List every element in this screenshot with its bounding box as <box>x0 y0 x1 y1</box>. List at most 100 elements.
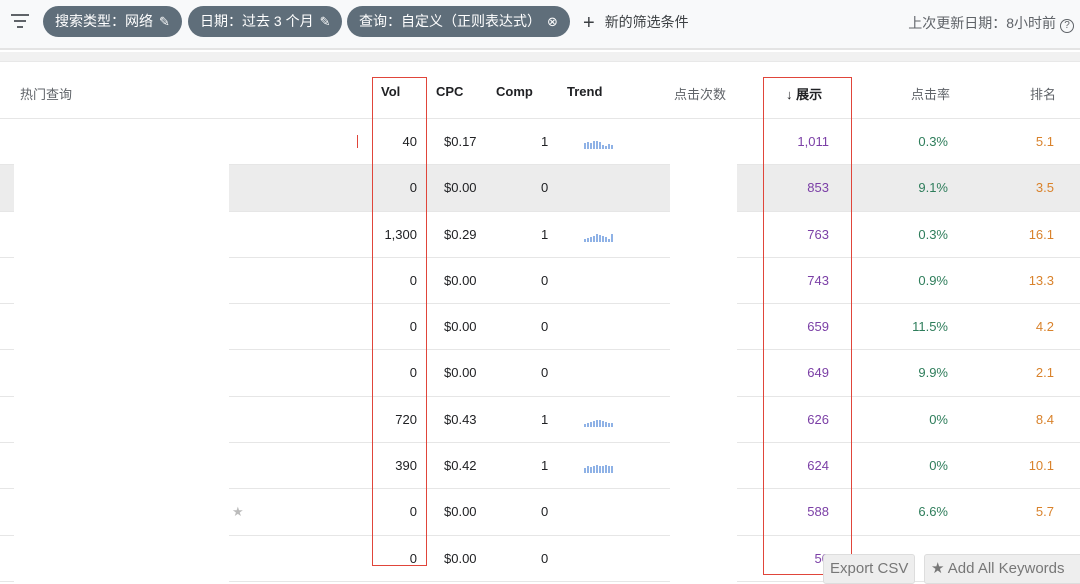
vol-cell: 0 <box>409 272 417 288</box>
trend-bar <box>599 466 601 474</box>
cpc-cell: $0.00 <box>444 180 477 196</box>
trend-bar <box>587 422 589 427</box>
redacted-clicks <box>670 396 737 444</box>
trend-bar <box>602 466 604 474</box>
ctr-cell: 9.9% <box>918 365 948 381</box>
cpc-cell: $0.29 <box>444 226 477 242</box>
col-query[interactable]: 热门查询 <box>20 87 73 102</box>
col-trend[interactable]: Trend <box>567 84 603 99</box>
last-updated: 上次更新日期：8小时前? <box>908 13 1074 33</box>
position-cell: 16.1 <box>1028 226 1054 242</box>
position-cell: 10.1 <box>1028 458 1054 474</box>
vol-cell: 0 <box>409 319 417 335</box>
comp-cell: 0 <box>541 319 549 335</box>
vol-cell: 0 <box>409 550 417 566</box>
impressions-cell: 853 <box>807 180 829 196</box>
trend-bar <box>611 466 613 474</box>
comp-cell: 0 <box>541 504 549 520</box>
redacted-query <box>14 443 229 490</box>
col-comp[interactable]: Comp <box>496 84 533 99</box>
comp-cell: 0 <box>541 550 549 566</box>
position-cell: 3.5 <box>1035 180 1054 196</box>
trend-bar <box>599 419 601 427</box>
trend-bar <box>593 235 595 242</box>
comp-cell: 0 <box>541 365 549 381</box>
filter-bar: 搜索类型：网络 ✎ 日期：过去 3 个月 ✎ 查询：自定义（正则表达式） ⊗ + 新的筛… <box>0 0 1080 50</box>
cpc-cell: $0.00 <box>444 550 477 566</box>
filter-chip-search-type[interactable]: 搜索类型：网络 ✎ <box>43 6 182 37</box>
table-row[interactable]: 0 $0.00 0 50 <box>0 535 1080 582</box>
add-all-keywords-button[interactable]: ★ Add All Keywords <box>924 554 1080 584</box>
col-ctr[interactable]: 点击率 <box>911 87 951 102</box>
cpc-cell: $0.43 <box>444 411 477 427</box>
trend-bar <box>593 420 595 427</box>
trend-bar <box>596 465 598 474</box>
star-icon[interactable]: ★ <box>232 504 244 520</box>
col-impressions[interactable]: ↓ 展示 <box>786 87 823 102</box>
table-row[interactable]: 0 $0.00 0 588 6.6% 5.7 ★ <box>0 489 1080 536</box>
vol-cell: 40 <box>402 134 417 149</box>
trend-bar <box>605 146 607 149</box>
ctr-cell: 11.5% <box>912 319 948 335</box>
filter-icon[interactable] <box>11 14 29 28</box>
redacted-clicks <box>670 489 737 536</box>
trend-bar <box>587 466 589 474</box>
position-cell: 13.3 <box>1028 272 1054 288</box>
trend-sparkline <box>584 138 613 149</box>
comp-cell: 0 <box>541 180 549 196</box>
redacted-clicks <box>670 304 737 351</box>
trend-bar <box>608 144 610 149</box>
table-row[interactable]: 1,300 $0.29 1 763 0.3% 16.1 <box>0 211 1080 258</box>
trend-bar <box>602 235 604 242</box>
table-row[interactable]: 40 $0.17 1 1,011 0.3% 5.1 <box>0 119 1080 166</box>
position-cell: 4.2 <box>1035 319 1054 335</box>
filter-chip-query[interactable]: 查询：自定义（正则表达式） ⊗ <box>347 6 570 37</box>
vol-cell: 0 <box>409 504 417 520</box>
position-cell: 2.1 <box>1035 365 1054 381</box>
pencil-icon[interactable]: ✎ <box>319 14 331 29</box>
redacted-query <box>14 396 229 444</box>
cpc-cell: $0.00 <box>444 319 477 335</box>
ctr-cell: 0.3% <box>918 134 948 149</box>
sort-down-icon: ↓ <box>786 87 793 102</box>
table-row[interactable]: 0 $0.00 0 853 9.1% 3.5 <box>0 165 1080 212</box>
impressions-cell: 626 <box>807 411 829 427</box>
table-row[interactable]: 0 $0.00 0 659 11.5% 4.2 <box>0 304 1080 351</box>
redacted-query <box>14 165 229 212</box>
table-row[interactable]: 0 $0.00 0 743 0.9% 13.3 <box>0 257 1080 305</box>
trend-bar <box>590 143 592 149</box>
comp-cell: 1 <box>541 134 549 149</box>
redacted-query <box>14 489 229 536</box>
col-clicks[interactable]: 点击次数 <box>674 87 727 102</box>
ctr-cell: 9.1% <box>918 180 948 196</box>
trend-bar <box>608 466 610 474</box>
vol-highlight-box <box>372 77 427 566</box>
trend-bar <box>611 422 613 427</box>
trend-sparkline <box>584 231 613 242</box>
filter-chip-date[interactable]: 日期：过去 3 个月 ✎ <box>188 6 343 37</box>
impressions-cell: 588 <box>807 504 829 520</box>
pencil-icon[interactable]: ✎ <box>159 14 170 29</box>
vol-cell: 1,300 <box>384 226 417 242</box>
trend-bar <box>611 145 613 149</box>
close-circle-icon[interactable]: ⊗ <box>547 14 558 29</box>
col-position[interactable]: 排名 <box>1030 87 1057 102</box>
cpc-cell: $0.00 <box>444 365 477 381</box>
table-row[interactable]: 390 $0.42 1 624 0% 10.1 <box>0 443 1080 490</box>
table-row[interactable]: 0 $0.00 0 649 9.9% 2.1 <box>0 350 1080 397</box>
redacted-clicks <box>670 257 737 305</box>
trend-bar <box>611 233 613 242</box>
export-csv-button[interactable]: Export CSV <box>823 554 916 584</box>
trend-bar <box>584 423 586 427</box>
impressions-cell: 1,011 <box>797 134 829 149</box>
new-filter-button[interactable]: + 新的筛选条件 <box>583 12 689 34</box>
table-row[interactable]: 720 $0.43 1 626 0% 8.4 <box>0 396 1080 444</box>
trend-bar <box>596 141 598 149</box>
help-icon[interactable]: ? <box>1060 19 1074 33</box>
vol-cell: 0 <box>409 180 417 196</box>
trend-bar <box>593 466 595 474</box>
trend-bar <box>590 467 592 474</box>
col-cpc[interactable]: CPC <box>436 84 464 99</box>
text-cursor <box>357 135 358 148</box>
col-vol[interactable]: Vol <box>381 84 401 99</box>
